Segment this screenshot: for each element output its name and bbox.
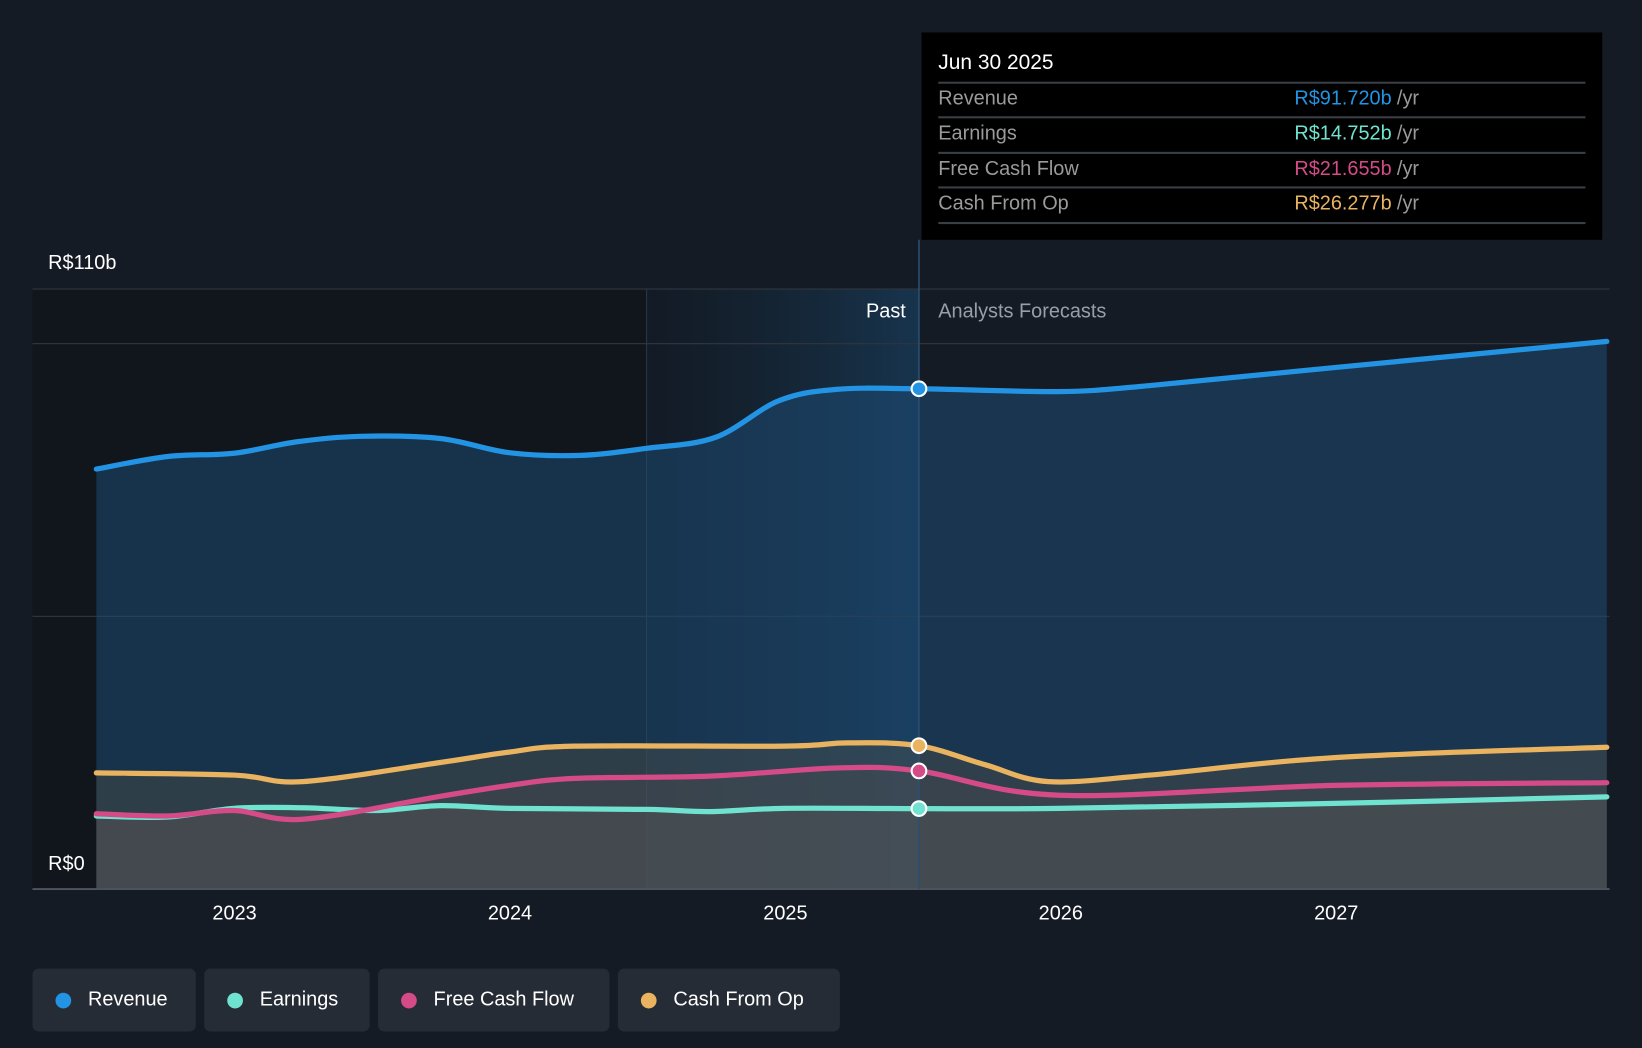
legend-revenue[interactable]: Revenue	[32, 968, 196, 1032]
tooltip-label: Free Cash Flow	[938, 158, 1079, 181]
line-earnings	[93, 794, 1610, 821]
legend-label: Cash From Op	[673, 988, 804, 1011]
area-earnings	[96, 796, 1607, 890]
past-label: Past	[865, 300, 906, 323]
legend-dot-icon	[401, 992, 417, 1008]
tooltip-row-revenue: Revenue R$91.720b/yr	[938, 81, 1586, 119]
legend-label: Free Cash Flow	[433, 988, 574, 1011]
tooltip-label: Cash From Op	[938, 192, 1069, 215]
tooltip-value: R$21.655b	[1294, 158, 1392, 181]
marker-earnings	[910, 800, 928, 817]
line-revenue	[93, 338, 1610, 472]
y-tick-label: R$110b	[48, 252, 117, 275]
tooltip-divider	[938, 222, 1586, 225]
marker-revenue	[910, 380, 928, 398]
legend-dot-icon	[55, 992, 72, 1008]
tooltip: Jun 30 2025 Revenue R$91.720b/yr Earning…	[921, 32, 1603, 240]
x-tick-label: 2023	[212, 902, 257, 925]
tooltip-unit: /yr	[1396, 87, 1420, 110]
y-tick-label: R$0	[48, 853, 85, 876]
tooltip-row-cfo: Cash From Op R$26.277b/yr	[938, 186, 1586, 223]
legend-label: Revenue	[87, 988, 168, 1011]
x-tick-label: 2027	[1314, 902, 1359, 925]
x-tick-label: 2025	[763, 902, 808, 925]
forecast-label: Analysts Forecasts	[938, 300, 1107, 323]
tooltip-value: R$26.277b	[1294, 192, 1392, 215]
marker-free-cash-flow	[910, 762, 928, 780]
tooltip-value: R$91.720b	[1294, 87, 1392, 110]
area-revenue	[96, 341, 1607, 890]
legend-dot-icon	[640, 992, 657, 1008]
area-cash-from-op	[96, 742, 1607, 890]
tooltip-row-earnings: Earnings R$14.752b/yr	[938, 116, 1586, 153]
tooltip-unit: /yr	[1396, 122, 1420, 145]
marker-cash-from-op	[910, 737, 928, 755]
legend-label: Earnings	[259, 988, 339, 1011]
tooltip-label: Revenue	[938, 87, 1018, 110]
x-tick-label: 2024	[487, 902, 533, 925]
legend-dot-icon	[227, 992, 243, 1008]
tooltip-unit: /yr	[1396, 158, 1420, 181]
tooltip-label: Earnings	[938, 122, 1017, 145]
line-free-cash-flow	[93, 764, 1610, 823]
legend-cash-from-op[interactable]: Cash From Op	[617, 968, 840, 1032]
tooltip-date: Jun 30 2025	[938, 51, 1054, 75]
area-free-cash-flow	[96, 767, 1607, 890]
x-tick-label: 2026	[1038, 902, 1083, 925]
tooltip-row-fcf: Free Cash Flow R$21.655b/yr	[938, 151, 1586, 189]
legend-earnings[interactable]: Earnings	[204, 968, 370, 1032]
tooltip-value: R$14.752b	[1294, 122, 1392, 145]
line-cash-from-op	[93, 740, 1610, 785]
legend-free-cash-flow[interactable]: Free Cash Flow	[378, 968, 610, 1032]
tooltip-unit: /yr	[1396, 192, 1420, 215]
